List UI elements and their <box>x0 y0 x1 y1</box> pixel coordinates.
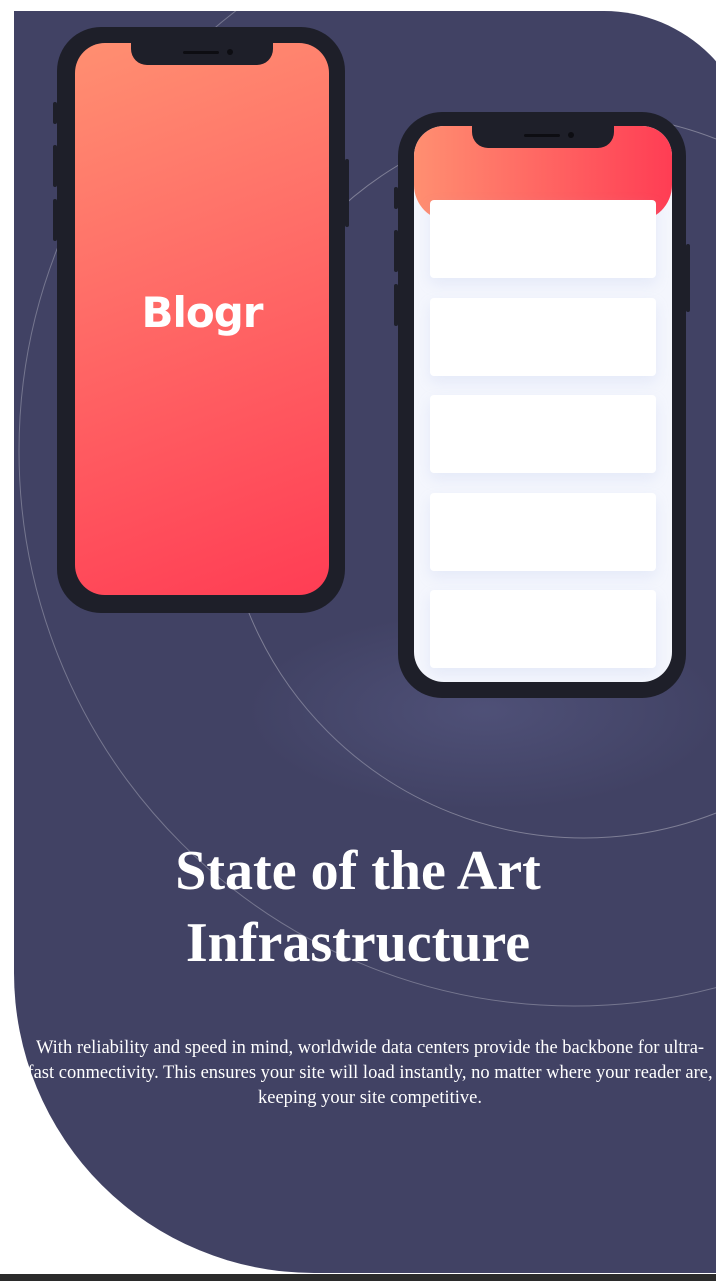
section-title-line-1: State of the Art <box>175 840 541 902</box>
phone-mockup-splash: Blogr <box>53 27 349 613</box>
phone-side-button <box>53 102 57 124</box>
phone-camera <box>227 49 233 55</box>
phone-side-button <box>394 187 398 209</box>
phone-speaker <box>524 134 560 137</box>
section-description: With reliability and speed in mind, worl… <box>27 1038 713 1108</box>
list-card <box>430 298 656 376</box>
list-card <box>430 200 656 278</box>
phone-power-button <box>686 244 690 312</box>
phone-volume-down-button <box>53 199 57 241</box>
list-card <box>430 395 656 473</box>
phone-volume-up-button <box>394 230 398 272</box>
phone-power-button <box>345 159 349 227</box>
list-card <box>430 493 656 571</box>
section-title-line-2: Infrastructure <box>185 912 531 974</box>
section-title: State of the Art Infrastructure <box>0 835 716 979</box>
blogr-logo: Blogr <box>141 288 263 337</box>
phone-mockup-list <box>394 112 690 698</box>
phone-notch <box>131 43 273 65</box>
phone-notch <box>472 126 614 148</box>
phone-screen-splash: Blogr <box>75 43 329 595</box>
phone-camera <box>568 132 574 138</box>
phone-volume-up-button <box>53 145 57 187</box>
phone-screen-list <box>414 126 672 682</box>
phone-volume-down-button <box>394 284 398 326</box>
list-card <box>430 590 656 668</box>
bottom-bar <box>0 1274 716 1281</box>
phone-speaker <box>183 51 219 54</box>
